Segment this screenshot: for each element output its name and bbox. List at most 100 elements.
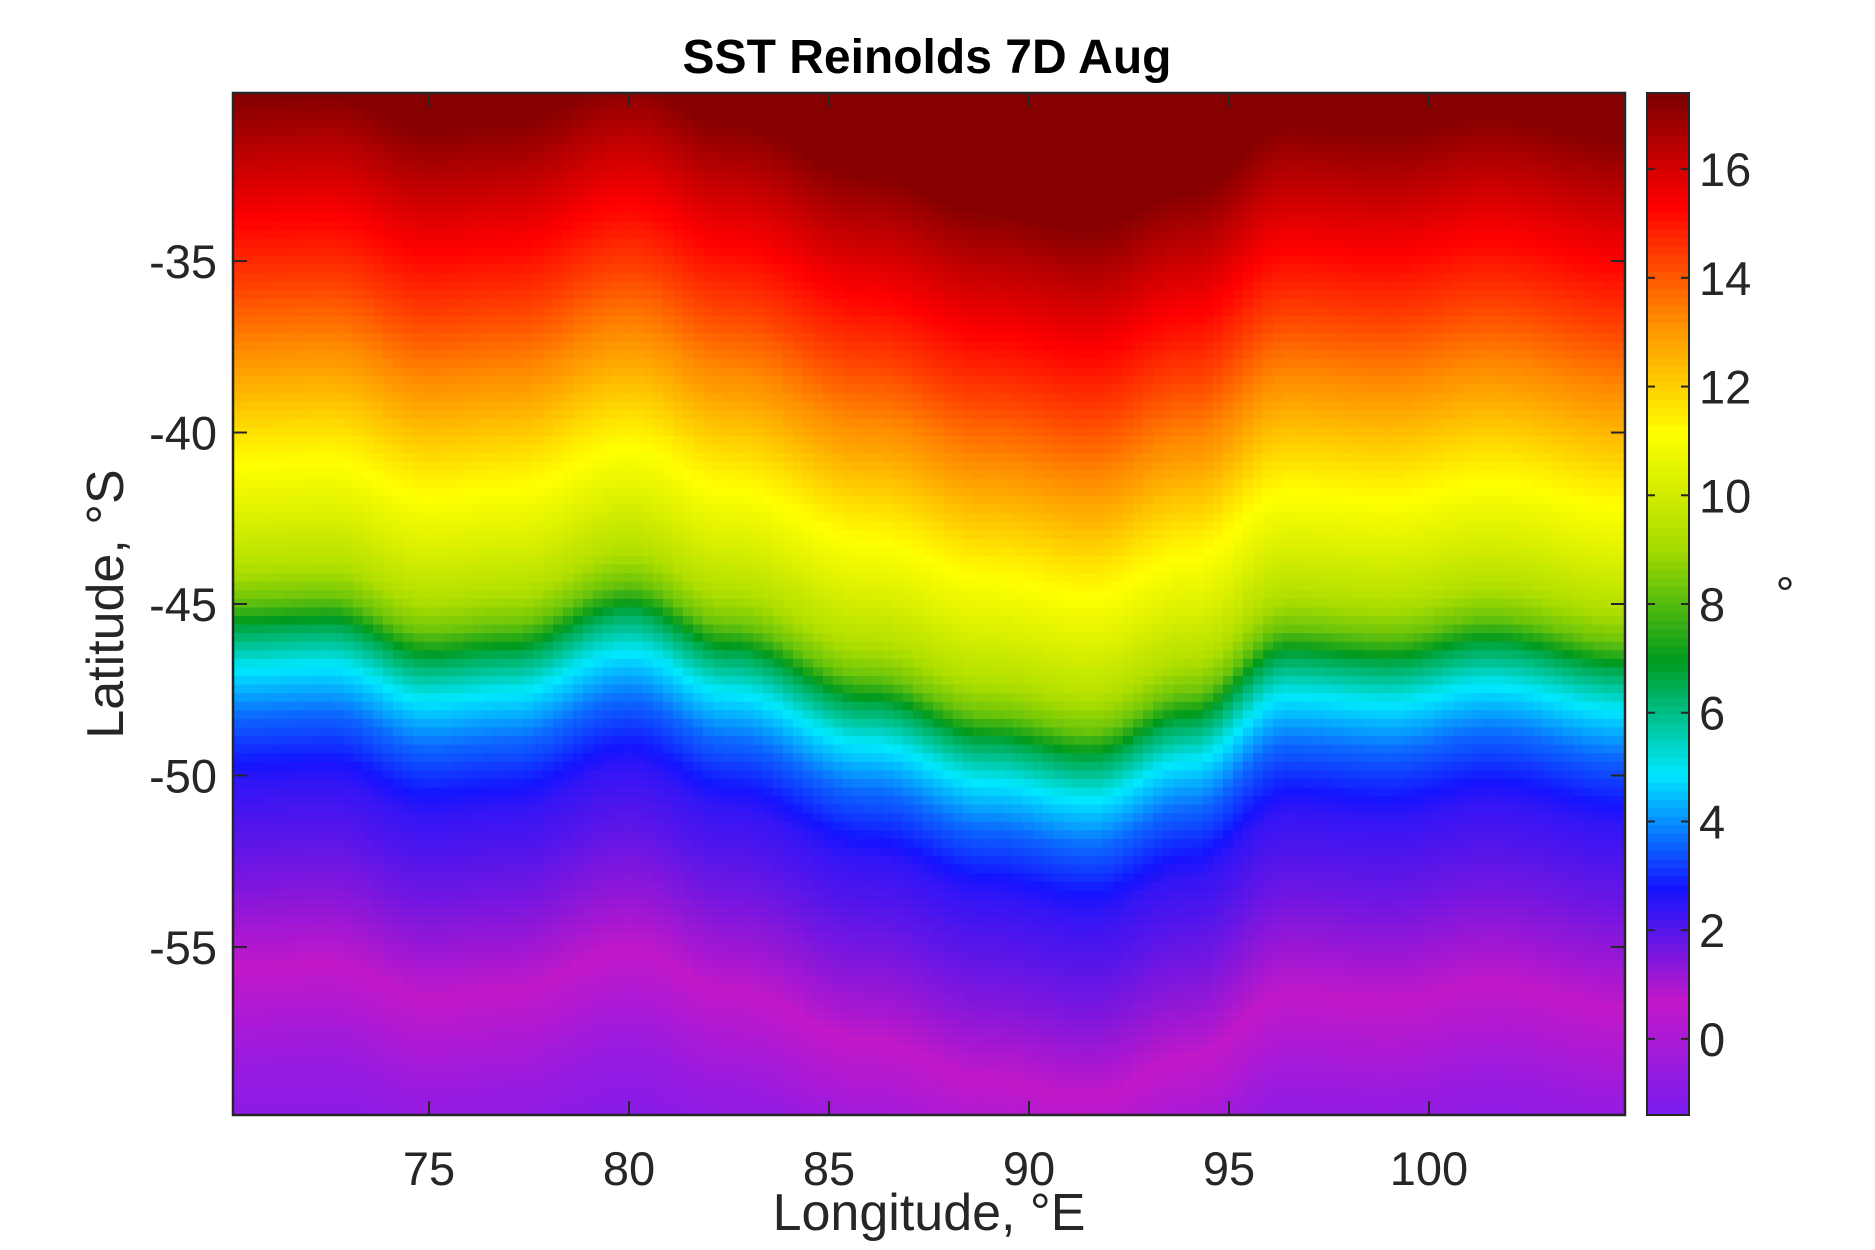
heatmap-cell — [443, 650, 454, 660]
heatmap-cell — [373, 744, 384, 754]
heatmap-cell — [513, 453, 524, 463]
heatmap-cell — [283, 1053, 294, 1063]
heatmap-cell — [583, 110, 594, 120]
heatmap-cell — [613, 255, 624, 266]
heatmap-cell — [303, 101, 314, 111]
heatmap-cell — [313, 907, 324, 917]
heatmap-cell — [503, 324, 514, 334]
heatmap-cell — [453, 470, 464, 480]
heatmap-cell — [563, 658, 574, 669]
heatmap-cell — [453, 847, 464, 857]
heatmap-cell — [633, 410, 644, 420]
heatmap-cell — [543, 804, 554, 814]
heatmap-cell — [483, 213, 494, 223]
heatmap-cell — [333, 195, 344, 206]
heatmap-cell — [363, 1087, 374, 1097]
heatmap-cell — [353, 350, 364, 360]
heatmap-cell — [463, 255, 474, 266]
heatmap-cell — [453, 178, 464, 188]
heatmap-cell — [243, 307, 254, 317]
heatmap-cell — [253, 1044, 264, 1054]
heatmap-cell — [443, 967, 454, 977]
heatmap-cell — [583, 393, 594, 403]
heatmap-cell — [343, 933, 354, 943]
heatmap-cell — [513, 796, 524, 806]
heatmap-cell — [493, 1001, 504, 1011]
heatmap-cell — [603, 736, 614, 746]
heatmap-cell — [373, 573, 384, 583]
heatmap-cell — [403, 753, 414, 763]
heatmap-cell — [293, 1070, 304, 1080]
heatmap-cell — [263, 1061, 274, 1072]
heatmap-cell — [463, 890, 474, 900]
heatmap-cell — [323, 847, 334, 857]
heatmap-cell — [513, 881, 524, 891]
heatmap-cell — [343, 153, 354, 163]
heatmap-cell — [293, 367, 304, 377]
heatmap-cell — [523, 350, 534, 360]
heatmap-cell — [483, 487, 494, 497]
heatmap-cell — [443, 204, 454, 214]
heatmap-cell — [323, 101, 334, 111]
heatmap-cell — [563, 881, 574, 891]
heatmap-cell — [273, 513, 284, 523]
heatmap-cell — [303, 1061, 314, 1072]
heatmap-cell — [573, 1010, 584, 1020]
heatmap-cell — [603, 684, 614, 694]
heatmap-cell — [513, 564, 524, 574]
heatmap-cell — [503, 495, 514, 506]
heatmap-cell — [453, 153, 464, 163]
heatmap-cell — [523, 1070, 534, 1080]
heatmap-cell — [463, 1061, 474, 1072]
heatmap-cell — [253, 221, 264, 231]
heatmap-cell — [403, 676, 414, 686]
heatmap-cell — [583, 358, 594, 368]
heatmap-cell — [393, 821, 404, 831]
heatmap-cell — [633, 753, 644, 763]
heatmap-cell — [453, 993, 464, 1003]
heatmap-cell — [643, 315, 654, 326]
heatmap-cell — [563, 1036, 574, 1046]
heatmap-cell — [343, 950, 354, 960]
heatmap-cell — [383, 933, 394, 943]
heatmap-cell — [443, 693, 454, 703]
heatmap-cell — [603, 273, 614, 283]
heatmap-cell — [483, 658, 494, 669]
heatmap-cell — [493, 924, 504, 934]
heatmap-cell — [353, 967, 364, 977]
heatmap-cell — [493, 324, 504, 334]
heatmap-cell — [523, 676, 534, 686]
heatmap-cell — [553, 161, 564, 171]
heatmap-cell — [373, 641, 384, 651]
heatmap-cell — [473, 478, 484, 488]
heatmap-cell — [243, 838, 254, 849]
heatmap-cell — [583, 573, 594, 583]
heatmap-cell — [303, 598, 314, 609]
heatmap-cell — [343, 1104, 354, 1114]
heatmap-cell — [553, 1070, 564, 1080]
heatmap-cell — [553, 307, 564, 317]
heatmap-cell — [553, 1036, 564, 1046]
heatmap-cell — [243, 521, 254, 531]
heatmap-cell — [453, 110, 464, 120]
heatmap-cell — [573, 564, 584, 574]
heatmap-cell — [493, 1044, 504, 1054]
heatmap-cell — [553, 761, 564, 771]
heatmap-cell — [453, 933, 464, 943]
heatmap-cell — [593, 753, 604, 763]
heatmap-cell — [263, 770, 274, 780]
heatmap-cell — [573, 873, 584, 883]
heatmap-cell — [423, 838, 434, 849]
heatmap-cell — [303, 821, 314, 831]
heatmap-cell — [453, 530, 464, 540]
heatmap-cell — [273, 367, 284, 377]
heatmap-cell — [493, 976, 504, 986]
heatmap-cell — [533, 547, 544, 557]
heatmap-cell — [453, 598, 464, 609]
heatmap-cell — [613, 401, 624, 411]
heatmap-cell — [343, 658, 354, 669]
heatmap-cell — [613, 778, 624, 789]
heatmap-cell — [393, 864, 404, 874]
heatmap-cell — [593, 967, 604, 977]
heatmap-cell — [523, 770, 534, 780]
